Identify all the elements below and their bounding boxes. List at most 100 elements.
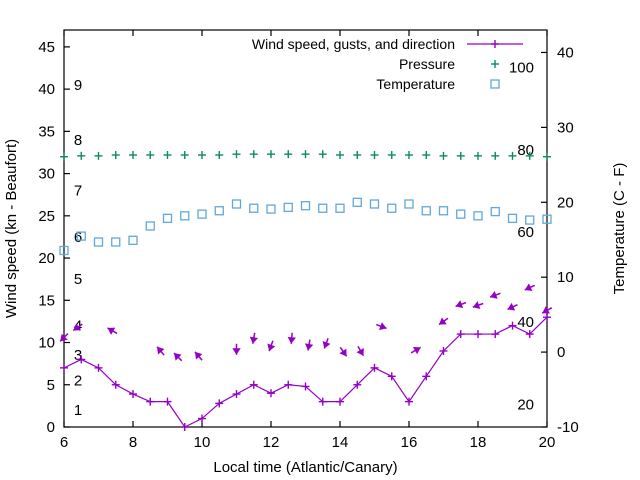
data-point (163, 397, 172, 406)
data-point (77, 355, 86, 364)
data-point (197, 209, 207, 219)
wind-arrow (375, 322, 387, 331)
x-tick-label: 18 (470, 434, 487, 451)
data-point (456, 151, 465, 160)
data-point (249, 203, 259, 213)
beaufort-label: 9 (74, 77, 82, 94)
wind-direction-arrows (59, 283, 553, 362)
data-point (128, 235, 138, 245)
data-point (76, 231, 86, 241)
wind-arrow (472, 301, 484, 309)
wind-arrow (304, 339, 314, 351)
y-tick-label: 35 (38, 123, 55, 140)
wind-arrow (72, 323, 83, 332)
beaufort-label: 1 (74, 402, 82, 419)
wind-arrow (287, 332, 296, 344)
wind-arrow (507, 302, 518, 311)
data-point (405, 151, 413, 160)
x-axis-title: Local time (Atlantic/Canary) (213, 459, 397, 476)
data-point (439, 346, 448, 355)
data-point (301, 150, 310, 159)
y2-tick-label: 30 (557, 119, 574, 136)
inner-scale-labels: 12345678920406080100 (74, 59, 534, 419)
data-point (93, 237, 104, 247)
data-point (543, 152, 551, 161)
data-point (94, 363, 103, 372)
data-point (525, 330, 534, 339)
series-wind-speed (60, 313, 551, 431)
y-tick-label: 20 (38, 250, 55, 267)
data-point (77, 151, 86, 160)
data-point (146, 151, 155, 160)
data-point (249, 380, 258, 389)
data-point (369, 199, 380, 209)
data-point (422, 151, 431, 160)
data-point (267, 389, 275, 398)
data-point (353, 151, 362, 160)
data-point (300, 201, 311, 211)
wind-arrow (173, 352, 183, 362)
fahrenheit-label: 40 (517, 314, 534, 331)
data-point (111, 151, 120, 160)
data-point (266, 204, 276, 214)
data-point (129, 390, 137, 399)
wind-arrow (541, 306, 553, 314)
data-series (59, 150, 552, 431)
data-point (336, 397, 344, 406)
data-point (318, 203, 328, 213)
y-tick-label: 15 (38, 292, 55, 309)
legend-label: Pressure (399, 56, 455, 72)
legend: Wind speed, gusts, and direction Pressure… (252, 36, 523, 92)
x-tick-label: 8 (129, 434, 137, 451)
wind-arrow (267, 340, 276, 352)
fahrenheit-label: 100 (509, 59, 534, 76)
fahrenheit-label: 60 (517, 224, 534, 241)
series-temperature (59, 197, 552, 256)
data-point (249, 150, 258, 159)
data-point (490, 206, 500, 217)
data-point (59, 245, 69, 256)
data-point (491, 330, 500, 339)
wind-arrow (249, 332, 259, 344)
data-point (318, 150, 327, 159)
beaufort-label: 2 (74, 373, 82, 390)
data-point (353, 380, 362, 389)
data-point (215, 151, 224, 160)
y2-axis-title: Temperature (C - F) (611, 163, 628, 295)
beaufort-label: 5 (74, 271, 82, 288)
data-point (438, 206, 449, 216)
y2-tick-label: 40 (557, 44, 574, 61)
data-point (474, 151, 482, 160)
y2-tick-label: 10 (557, 269, 574, 286)
data-point (542, 214, 552, 224)
series-pressure (60, 150, 551, 161)
data-point (473, 211, 483, 221)
y-tick-label: 5 (47, 377, 55, 394)
wind-arrow (107, 327, 118, 335)
data-point (198, 151, 206, 160)
wind-arrow (59, 333, 69, 342)
beaufort-label: 3 (74, 347, 82, 364)
data-point (335, 203, 345, 213)
data-point (60, 363, 68, 372)
data-point (129, 151, 137, 160)
y-tick-label: 30 (38, 166, 55, 183)
x-tick-label: 14 (332, 434, 349, 451)
data-point (508, 321, 517, 330)
data-point (214, 206, 224, 216)
data-point (421, 206, 431, 216)
data-point (422, 372, 431, 381)
data-point (284, 150, 293, 159)
x-tick-label: 12 (263, 434, 280, 451)
legend-marker (491, 40, 499, 48)
data-point (111, 237, 121, 247)
legend-label: Wind speed, gusts, and direction (252, 36, 455, 52)
data-point (474, 330, 482, 339)
wind-arrow (438, 317, 449, 326)
data-point (232, 390, 241, 399)
wind-arrow (455, 300, 467, 309)
fahrenheit-label: 20 (517, 397, 534, 414)
data-point (267, 150, 275, 159)
wind-arrow (410, 346, 422, 355)
